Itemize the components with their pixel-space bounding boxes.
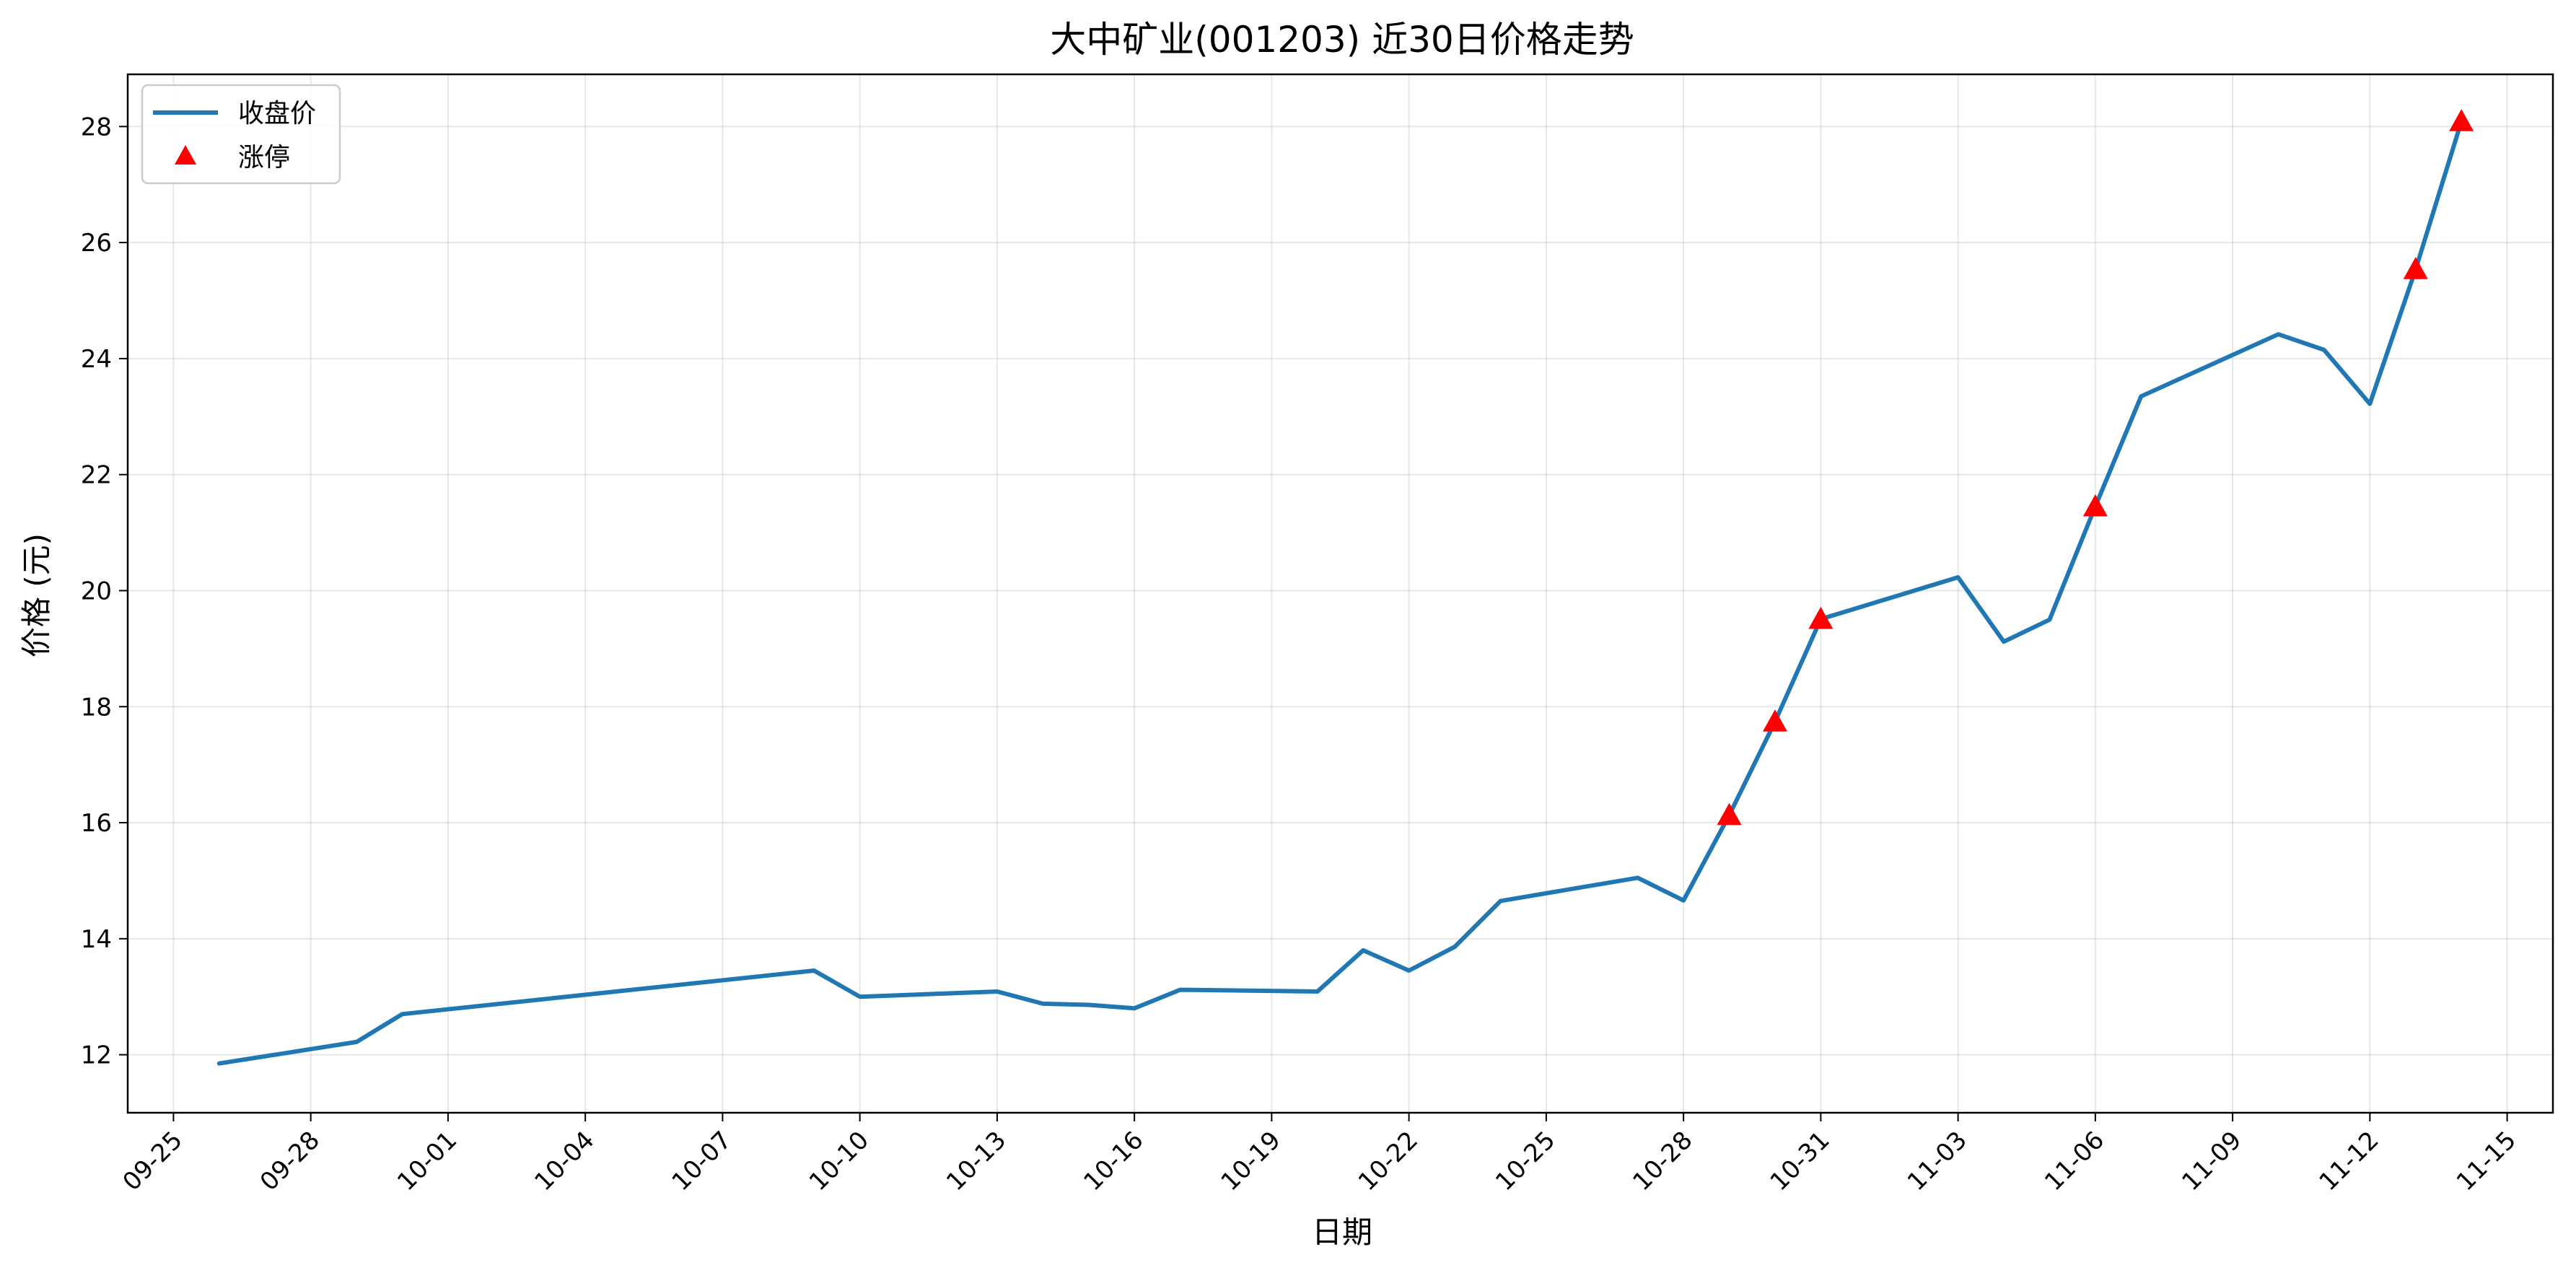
x-tick-label: 11-06 xyxy=(2039,1126,2110,1196)
x-tick-label: 10-13 xyxy=(941,1126,1012,1196)
close-price-point xyxy=(2276,331,2282,337)
x-tick-label: 10-16 xyxy=(1078,1126,1149,1196)
close-price-point xyxy=(354,1039,359,1045)
x-tick-label: 11-15 xyxy=(2451,1126,2522,1196)
limit-up-marker xyxy=(1762,709,1787,732)
x-tick-label: 10-01 xyxy=(392,1126,463,1196)
close-price-point xyxy=(1635,875,1641,880)
y-tick-label: 16 xyxy=(81,809,112,838)
y-tick-label: 12 xyxy=(81,1041,112,1070)
close-price-point xyxy=(1452,944,1458,950)
grid-layer xyxy=(128,74,2553,1113)
close-price-point xyxy=(1681,898,1686,903)
x-tick-label: 09-25 xyxy=(118,1126,188,1196)
x-tick-label: 10-28 xyxy=(1627,1126,1698,1196)
close-price-point xyxy=(1406,968,1412,973)
y-tick-label: 26 xyxy=(81,229,112,258)
legend-label-limit-up: 涨停 xyxy=(238,143,290,172)
y-tick-label: 28 xyxy=(81,113,112,141)
close-price-point xyxy=(994,989,1000,994)
x-tick-label: 10-31 xyxy=(1765,1126,1836,1196)
x-tick-label: 10-04 xyxy=(529,1126,600,1196)
x-tick-label: 11-09 xyxy=(2176,1126,2247,1196)
limit-up-marker xyxy=(2082,494,2108,517)
x-tick-label: 10-10 xyxy=(804,1126,875,1196)
close-price-point xyxy=(2046,617,2052,623)
close-price-point xyxy=(1360,947,1366,953)
y-tick-label: 14 xyxy=(81,925,112,954)
close-price-point xyxy=(1178,987,1183,993)
x-tick-label: 10-07 xyxy=(667,1126,737,1196)
x-tick-label: 11-12 xyxy=(2314,1126,2385,1196)
close-price-point xyxy=(2321,347,2327,353)
x-axis-title: 日期 xyxy=(1312,1214,1372,1250)
close-price-line xyxy=(216,119,2464,1066)
close-price-point xyxy=(2367,401,2373,407)
tick-layer: 09-25 09-28 10-01 10-04 10-07 10-10 10-13 10-16… xyxy=(81,113,2522,1196)
close-price-point xyxy=(1315,989,1320,994)
x-tick-label: 10-25 xyxy=(1490,1126,1561,1196)
limit-up-marker xyxy=(1717,802,1742,826)
x-tick-label: 09-28 xyxy=(255,1126,325,1196)
legend-triangle-swatch xyxy=(175,145,196,165)
axes-layer xyxy=(126,73,2554,1114)
close-price-point xyxy=(1086,1002,1092,1007)
plot-frame xyxy=(126,73,2554,1114)
close-price-point xyxy=(1497,898,1503,904)
legend: 收盘价 涨停 xyxy=(141,84,341,185)
limit-up-marker xyxy=(2403,257,2428,279)
close-price-point xyxy=(1131,1005,1137,1011)
line-layer xyxy=(216,119,2464,1067)
marker-layer xyxy=(1717,109,2474,826)
y-tick-label: 20 xyxy=(81,577,112,605)
close-price-point xyxy=(2001,639,2007,644)
x-tick-label: 10-19 xyxy=(1216,1126,1287,1196)
close-price-point xyxy=(1040,1001,1046,1007)
close-price-point xyxy=(857,994,863,999)
close-price-point xyxy=(811,968,817,973)
close-price-point xyxy=(2138,393,2144,399)
y-tick-label: 18 xyxy=(81,693,112,722)
close-price-point xyxy=(216,1061,222,1067)
y-tick-label: 24 xyxy=(81,345,112,374)
limit-up-marker xyxy=(1808,606,1834,629)
limit-up-marker xyxy=(2449,109,2474,131)
chart-title: 大中矿业(001203) 近30日价格走势 xyxy=(1050,19,1634,61)
close-price-point xyxy=(399,1011,405,1017)
legend-label-close: 收盘价 xyxy=(238,99,316,128)
y-axis-title: 价格 (元) xyxy=(19,533,54,657)
x-tick-label: 10-22 xyxy=(1353,1126,1424,1196)
close-price-point xyxy=(1955,574,1961,580)
y-tick-label: 22 xyxy=(81,461,112,490)
x-tick-label: 11-03 xyxy=(1902,1126,1973,1196)
